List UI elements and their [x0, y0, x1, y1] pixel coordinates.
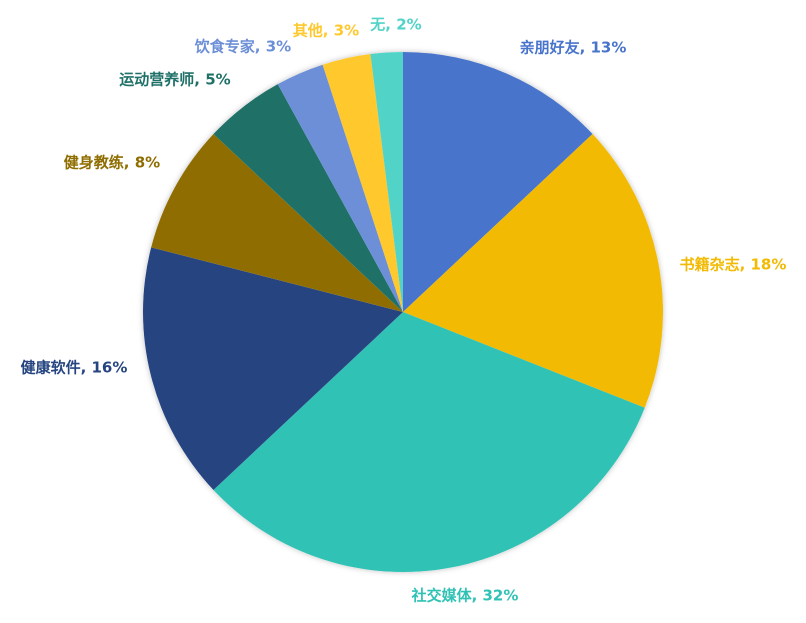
pie-slice — [403, 134, 663, 408]
data-label: 运动营养师, 5% — [119, 71, 230, 89]
pie-slice — [370, 52, 403, 312]
pie-slice — [403, 52, 593, 312]
data-label: 健身教练, 8% — [64, 154, 160, 172]
pie-slice — [213, 84, 403, 312]
data-label: 社交媒体, 32% — [411, 587, 519, 605]
pie-slice — [277, 64, 403, 312]
pie-slice — [322, 54, 403, 313]
data-label: 无, 2% — [369, 16, 421, 34]
pie-slice — [213, 312, 645, 572]
pie-slice — [151, 134, 403, 312]
data-label: 健康软件, 16% — [21, 359, 128, 377]
pie-slice — [143, 247, 403, 490]
data-label: 书籍杂志, 18% — [680, 256, 787, 274]
data-label: 其他, 3% — [293, 22, 359, 40]
data-label: 亲朋好友, 13% — [520, 39, 627, 57]
data-label: 饮食专家, 3% — [194, 38, 291, 56]
